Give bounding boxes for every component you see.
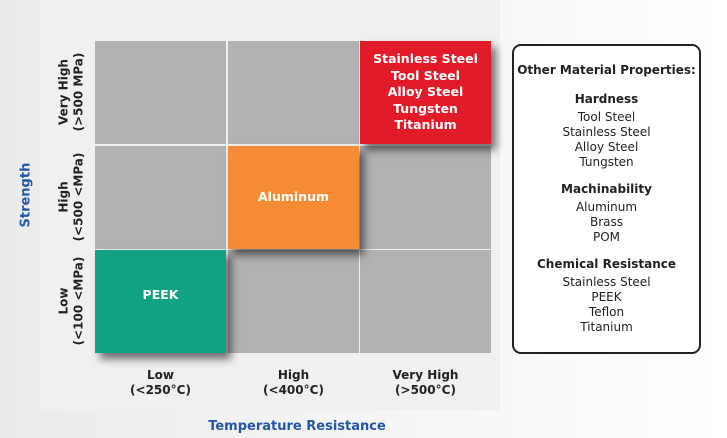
list-item: Tungsten bbox=[579, 155, 634, 169]
row-label-high: High (<500 <MPa) bbox=[52, 146, 92, 249]
cell-empty bbox=[95, 41, 226, 144]
col-label-very-high: Very High (>500°C) bbox=[360, 368, 491, 398]
cell-empty bbox=[228, 250, 359, 353]
col-range: (<250°C) bbox=[130, 383, 191, 397]
row-label: Very High bbox=[56, 59, 71, 125]
row-range: (<100 <MPa) bbox=[71, 256, 86, 346]
other-properties-panel: Other Material Properties: Hardness Tool… bbox=[512, 44, 701, 354]
row-range: (<500 <MPa) bbox=[71, 152, 86, 242]
material: Aluminum bbox=[258, 189, 329, 205]
material: Titanium bbox=[394, 117, 457, 133]
row-label: Low bbox=[56, 287, 71, 315]
col-label: Low bbox=[147, 368, 174, 382]
col-label: Very High bbox=[392, 368, 459, 382]
col-label-low: Low (<250°C) bbox=[95, 368, 226, 398]
list-item: Stainless Steel bbox=[562, 275, 651, 289]
cell-empty bbox=[95, 146, 226, 249]
cell-low-low: PEEK bbox=[95, 250, 226, 353]
material: Stainless Steel bbox=[373, 51, 478, 67]
section-heading-hardness: Hardness bbox=[574, 92, 639, 106]
cell-empty bbox=[228, 41, 359, 144]
list-item: POM bbox=[592, 230, 621, 244]
col-label-high: High (<400°C) bbox=[228, 368, 359, 398]
list-item: Alloy Steel bbox=[574, 140, 639, 154]
material: Tool Steel bbox=[391, 67, 460, 83]
cell-high-high: Aluminum bbox=[228, 146, 359, 249]
panel-title: Other Material Properties: bbox=[517, 63, 696, 77]
col-range: (<400°C) bbox=[263, 383, 324, 397]
list-item: Titanium bbox=[580, 320, 633, 334]
row-label-very-high: Very High (>500 MPa) bbox=[52, 41, 92, 144]
row-label-low: Low (<100 <MPa) bbox=[52, 250, 92, 353]
row-label: High bbox=[56, 181, 71, 213]
section-heading-chemical-resistance: Chemical Resistance bbox=[536, 257, 676, 271]
cell-empty bbox=[360, 250, 491, 353]
col-range: (>500°C) bbox=[395, 383, 456, 397]
list-item: Stainless Steel bbox=[562, 125, 651, 139]
material: Tungsten bbox=[393, 100, 458, 116]
y-axis-title: Strength bbox=[18, 162, 34, 228]
list-item: Teflon bbox=[588, 305, 625, 319]
list-item: Tool Steel bbox=[577, 110, 636, 124]
material: PEEK bbox=[142, 287, 179, 303]
x-axis-title: Temperature Resistance bbox=[208, 419, 386, 434]
row-range: (>500 MPa) bbox=[71, 52, 86, 132]
list-item: Aluminum bbox=[575, 200, 638, 214]
list-item: Brass bbox=[589, 215, 624, 229]
col-label: High bbox=[277, 368, 310, 382]
material: Alloy Steel bbox=[387, 84, 464, 100]
section-heading-machinability: Machinability bbox=[561, 182, 652, 196]
cell-very-high-very-high: Stainless Steel Tool Steel Alloy Steel T… bbox=[360, 41, 491, 144]
cell-empty bbox=[360, 146, 491, 249]
list-item: PEEK bbox=[591, 290, 622, 304]
